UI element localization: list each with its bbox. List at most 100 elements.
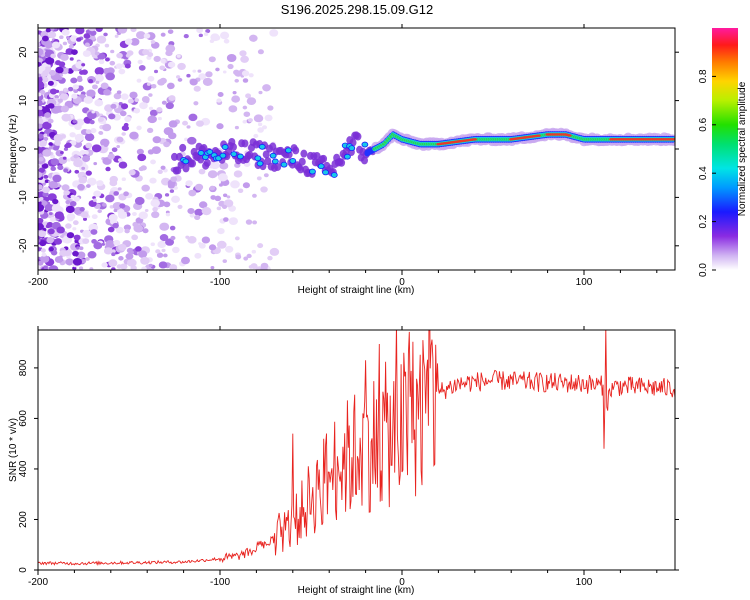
snr-y-tick-label: 0 bbox=[18, 567, 29, 573]
spectrogram-noise-point bbox=[72, 119, 77, 124]
spectrogram-noise-point bbox=[242, 78, 249, 83]
spectrogram-noise-point bbox=[103, 142, 109, 148]
spectrogram-noise-point bbox=[40, 255, 50, 263]
spectrogram-noise-point bbox=[62, 156, 67, 160]
spectrogram-noise-point bbox=[80, 258, 87, 264]
spectrogram-noise-point bbox=[72, 84, 79, 90]
spectrogram-ridge-peak bbox=[361, 141, 369, 148]
spectrogram-noise-point bbox=[124, 228, 130, 234]
spectrogram-noise-point bbox=[94, 74, 104, 83]
spectrogram-noise-point bbox=[134, 98, 140, 103]
spectrogram-noise-point bbox=[42, 186, 50, 194]
spectrogram-noise-point bbox=[163, 253, 168, 258]
spectrogram-noise-point bbox=[107, 153, 115, 160]
spectrogram-noise-point bbox=[182, 120, 189, 126]
spectrogram-noise-point bbox=[168, 95, 176, 102]
spectrogram-ridge-halo bbox=[292, 146, 300, 155]
spectrogram-noise-point bbox=[253, 114, 264, 123]
spectrogram-ridge-core bbox=[472, 138, 477, 141]
spectrogram-ridge-halo bbox=[298, 157, 306, 166]
spectrogram-noise-point bbox=[223, 217, 229, 222]
spectrogram-noise-point bbox=[113, 92, 122, 100]
spectrogram-noise-point bbox=[91, 214, 98, 220]
spectrogram-noise-point bbox=[48, 69, 56, 76]
spectrogram-noise-point bbox=[185, 180, 193, 187]
spectrogram-x-tick-label: 100 bbox=[576, 277, 593, 288]
spectrogram-noise-point bbox=[104, 43, 110, 48]
spectrogram-noise-point bbox=[89, 120, 95, 125]
spectrogram-noise-point bbox=[106, 67, 115, 75]
spectrogram-noise-point bbox=[38, 260, 44, 266]
colorbar: 0.0 0.2 0.4 0.6 0.8 Normalized spectral ampl… bbox=[698, 28, 748, 277]
spectrogram-noise-point bbox=[201, 236, 211, 244]
spectrogram-noise-point bbox=[42, 121, 52, 130]
spectrogram-noise-point bbox=[248, 73, 254, 78]
spectrogram-noise-point bbox=[92, 84, 98, 90]
spectrogram-noise-point bbox=[72, 250, 79, 257]
spectrogram-noise-point bbox=[38, 230, 47, 238]
spectrogram-noise-point bbox=[65, 223, 72, 229]
spectrogram-noise-point bbox=[88, 79, 94, 84]
spectrogram-noise-point bbox=[86, 184, 91, 188]
spectrogram-noise-point bbox=[116, 264, 123, 269]
spectrogram-noise-point bbox=[181, 256, 190, 265]
spectrogram-ridge-halo bbox=[200, 144, 208, 153]
snr-y-tick-label: 400 bbox=[18, 460, 29, 477]
spectrogram-noise-point bbox=[38, 203, 45, 212]
spectrogram-noise-point bbox=[38, 223, 44, 231]
spectrogram-noise-point bbox=[132, 221, 139, 228]
spectrogram-noise-point bbox=[70, 77, 78, 84]
spectrogram-noise-point bbox=[138, 250, 148, 258]
spectrogram-noise-point bbox=[124, 38, 133, 45]
spectrogram-noise-point bbox=[51, 41, 61, 49]
spectrogram-noise-point bbox=[98, 59, 105, 65]
spectrogram-noise-point bbox=[52, 198, 59, 205]
snr-axes: -200 -100 0 100 0 200 400 600 800 bbox=[18, 326, 679, 588]
spectrogram-noise-point bbox=[101, 242, 106, 246]
spectrogram-noise-point bbox=[115, 63, 123, 69]
spectrogram-noise-point bbox=[234, 125, 239, 130]
spectrogram-noise-point bbox=[60, 53, 69, 61]
spectrogram-noise-point bbox=[76, 251, 86, 259]
spectrogram-ridge-peak bbox=[285, 147, 292, 154]
spectrogram-noise-point bbox=[194, 252, 202, 259]
spectrogram-noise-point bbox=[45, 28, 51, 33]
spectrogram-noise-point bbox=[41, 163, 49, 169]
spectrogram-noise-point bbox=[38, 123, 43, 129]
spectrogram-noise-point bbox=[226, 195, 231, 199]
spectrogram-noise-point bbox=[63, 87, 69, 92]
spectrogram-noise-point bbox=[169, 189, 175, 193]
spectrogram-noise-point bbox=[127, 98, 134, 104]
spectrogram-noise-point bbox=[95, 80, 100, 84]
snr-y-label: SNR (10 * v/v) bbox=[8, 418, 19, 482]
spectrogram-noise-point bbox=[53, 145, 59, 151]
spectrogram-noise-point bbox=[124, 63, 131, 69]
spectrogram-noise-point bbox=[149, 177, 157, 184]
spectrogram-noise-point bbox=[242, 105, 248, 110]
spectrogram-noise-point bbox=[65, 205, 75, 214]
spectrogram-noise-point bbox=[137, 153, 147, 162]
spectrogram-ridge-halo bbox=[203, 158, 211, 167]
spectrogram-noise-point bbox=[257, 122, 263, 127]
spectrogram-noise-point bbox=[83, 96, 94, 104]
spectrogram-noise-point bbox=[81, 166, 86, 170]
spectrogram-noise-point bbox=[148, 106, 154, 111]
spectrogram-noise-point bbox=[39, 197, 44, 201]
spectrogram-noise-point bbox=[82, 50, 91, 57]
spectrogram-noise-point bbox=[161, 100, 167, 105]
spectrogram-noise-point bbox=[157, 116, 162, 121]
spectrogram-noise-point bbox=[227, 63, 234, 70]
spectrogram-noise-point bbox=[80, 211, 89, 219]
spectrogram-noise-point bbox=[161, 248, 166, 253]
spectrogram-noise-point bbox=[225, 245, 234, 253]
spectrogram-noise-point bbox=[187, 207, 195, 215]
spectrogram-noise-point bbox=[120, 103, 129, 110]
spectrogram-noise-point bbox=[269, 29, 279, 37]
spectrogram-noise-point bbox=[169, 264, 178, 270]
spectrogram-noise-point bbox=[240, 55, 249, 63]
spectrogram-noise-point bbox=[121, 125, 129, 132]
spectrogram-ridge-halo bbox=[354, 132, 362, 141]
spectrogram-noise-point bbox=[188, 113, 198, 122]
spectrogram-noise-point bbox=[38, 109, 44, 117]
spectrogram-noise-point bbox=[101, 262, 108, 268]
